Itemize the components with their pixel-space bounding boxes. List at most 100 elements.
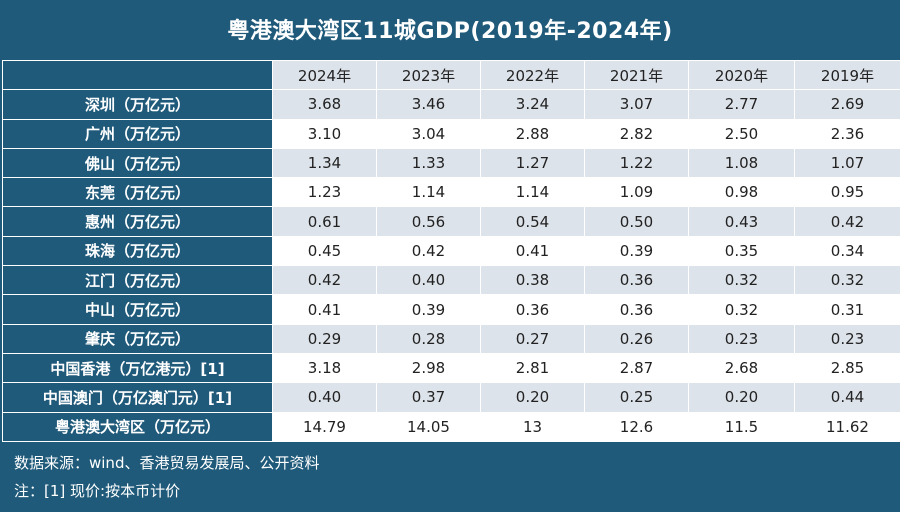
table-row: 中国澳门（万亿澳门元）[1] 0.40 0.37 0.20 0.25 0.20 0.44 (2, 382, 900, 413)
table-cell: 14.79 (272, 411, 377, 442)
table-cell: 2.88 (480, 118, 585, 149)
table-cell: 1.22 (584, 147, 689, 179)
table-cell: 1.08 (688, 147, 795, 179)
table-cell: 0.41 (272, 294, 377, 325)
table-cell: 0.42 (376, 235, 481, 267)
table-cell: 0.31 (794, 294, 900, 325)
table-cell: 0.40 (272, 382, 377, 413)
table-cell: 0.42 (272, 265, 377, 296)
row-label: 深圳（万亿元） (2, 89, 273, 120)
row-label: 中国澳门（万亿澳门元）[1] (2, 382, 273, 413)
table-cell: 2.85 (794, 352, 900, 384)
table-cell: 13 (480, 411, 585, 442)
table-cell: 1.07 (794, 147, 900, 179)
table-cell: 1.27 (480, 147, 585, 179)
table-cell: 0.32 (794, 265, 900, 296)
table-header-row: 2024年 2023年 2022年 2021年 2020年 2019年 (2, 59, 900, 91)
row-label: 江门（万亿元） (2, 265, 273, 296)
table-cell: 2.50 (688, 118, 795, 149)
table-cell: 3.68 (272, 89, 377, 120)
table-cell: 0.25 (584, 382, 689, 413)
table-cell: 0.35 (688, 235, 795, 267)
table-cell: 0.20 (688, 382, 795, 413)
column-header: 2021年 (584, 59, 689, 91)
table-cell: 0.36 (480, 294, 585, 325)
row-label: 珠海（万亿元） (2, 235, 273, 267)
table-cell: 0.23 (688, 323, 795, 354)
table-cell: 0.50 (584, 206, 689, 237)
table-cell: 2.77 (688, 89, 795, 120)
table-cell: 2.69 (794, 89, 900, 120)
table-cell: 11.5 (688, 411, 795, 442)
table-cell: 1.14 (376, 177, 481, 208)
table-cell: 0.36 (584, 265, 689, 296)
table-cell: 2.36 (794, 118, 900, 149)
table-cell: 3.07 (584, 89, 689, 120)
row-label: 东莞（万亿元） (2, 177, 273, 208)
table-cell: 0.28 (376, 323, 481, 354)
table-row: 中山（万亿元） 0.41 0.39 0.36 0.36 0.32 0.31 (2, 294, 900, 325)
table-cell: 0.56 (376, 206, 481, 237)
table-cell: 1.14 (480, 177, 585, 208)
footer-notes: 数据来源：wind、香港贸易发展局、公开资料 注：[1] 现价:按本币计价 (0, 443, 900, 512)
table-cell: 0.44 (794, 382, 900, 413)
table-cell: 0.40 (376, 265, 481, 296)
gdp-table-container: 2024年 2023年 2022年 2021年 2020年 2019年 深圳（万… (2, 59, 900, 442)
row-label: 粤港澳大湾区（万亿元） (2, 411, 273, 442)
table-cell: 0.20 (480, 382, 585, 413)
row-label: 佛山（万亿元） (2, 147, 273, 179)
table-cell: 0.36 (584, 294, 689, 325)
table-cell: 0.39 (584, 235, 689, 267)
table-cell: 2.68 (688, 352, 795, 384)
table-cell: 0.34 (794, 235, 900, 267)
table-cell: 2.87 (584, 352, 689, 384)
table-row: 肇庆（万亿元） 0.29 0.28 0.27 0.26 0.23 0.23 (2, 323, 900, 354)
table-row: 深圳（万亿元） 3.68 3.46 3.24 3.07 2.77 2.69 (2, 89, 900, 120)
table-cell: 0.29 (272, 323, 377, 354)
table-cell: 3.18 (272, 352, 377, 384)
table-row: 惠州（万亿元） 0.61 0.56 0.54 0.50 0.43 0.42 (2, 206, 900, 237)
table-cell: 1.33 (376, 147, 481, 179)
row-label: 广州（万亿元） (2, 118, 273, 149)
table-row: 中国香港（万亿港元）[1] 3.18 2.98 2.81 2.87 2.68 2.85 (2, 352, 900, 384)
table-cell: 0.23 (794, 323, 900, 354)
row-label: 中山（万亿元） (2, 294, 273, 325)
table-cell: 2.82 (584, 118, 689, 149)
table-cell: 0.32 (688, 294, 795, 325)
table-row: 佛山（万亿元） 1.34 1.33 1.27 1.22 1.08 1.07 (2, 147, 900, 179)
table-cell: 0.61 (272, 206, 377, 237)
table-cell: 0.27 (480, 323, 585, 354)
table-cell: 0.26 (584, 323, 689, 354)
table-row: 广州（万亿元） 3.10 3.04 2.88 2.82 2.50 2.36 (2, 118, 900, 149)
table-cell: 0.41 (480, 235, 585, 267)
table-cell: 3.24 (480, 89, 585, 120)
table-row: 江门（万亿元） 0.42 0.40 0.38 0.36 0.32 0.32 (2, 265, 900, 296)
column-header: 2020年 (688, 59, 795, 91)
table-cell: 0.39 (376, 294, 481, 325)
table-cell: 0.54 (480, 206, 585, 237)
table-cell: 14.05 (376, 411, 481, 442)
table-row: 粤港澳大湾区（万亿元） 14.79 14.05 13 12.6 11.5 11.62 (2, 411, 900, 442)
table-row: 珠海（万亿元） 0.45 0.42 0.41 0.39 0.35 0.34 (2, 235, 900, 267)
column-header: 2024年 (272, 59, 377, 91)
data-source-note: 数据来源：wind、香港贸易发展局、公开资料 (14, 454, 320, 472)
table-cell: 0.37 (376, 382, 481, 413)
column-header: 2019年 (794, 59, 900, 91)
table-cell: 3.46 (376, 89, 481, 120)
table-cell: 0.42 (794, 206, 900, 237)
table-cell: 2.81 (480, 352, 585, 384)
table-cell: 3.10 (272, 118, 377, 149)
table-cell: 2.98 (376, 352, 481, 384)
table-cell: 1.23 (272, 177, 377, 208)
table-cell: 12.6 (584, 411, 689, 442)
table-row: 东莞（万亿元） 1.23 1.14 1.14 1.09 0.98 0.95 (2, 177, 900, 208)
table-cell: 0.43 (688, 206, 795, 237)
column-header: 2022年 (480, 59, 585, 91)
row-label: 惠州（万亿元） (2, 206, 273, 237)
table-corner-cell (2, 59, 273, 91)
table-cell: 0.95 (794, 177, 900, 208)
table-cell: 0.98 (688, 177, 795, 208)
column-header: 2023年 (376, 59, 481, 91)
table-cell: 0.45 (272, 235, 377, 267)
